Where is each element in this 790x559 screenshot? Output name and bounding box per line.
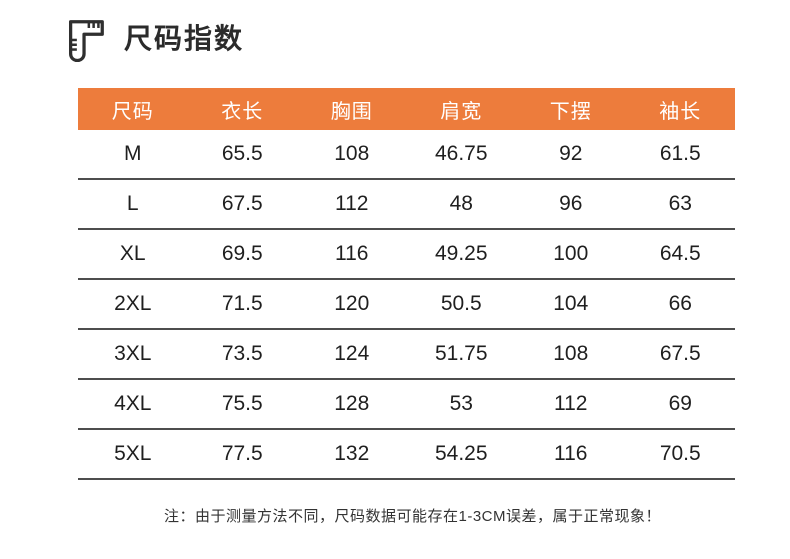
measurement-cell: 66 — [668, 292, 692, 315]
measurement-cell: 132 — [334, 442, 370, 465]
measurement-cell: 96 — [559, 192, 583, 215]
measurement-cell: 92 — [559, 142, 583, 165]
measurement-cell: 77.5 — [221, 442, 263, 465]
size-table: 尺码 衣长 胸围 肩宽 下摆 袖长 M 65.5 108 46.75 92 61.5 L 67.5 112… — [78, 88, 735, 480]
title-row: 尺码指数 — [62, 16, 244, 62]
size-cell: L — [126, 192, 139, 215]
measurement-cell: 120 — [334, 292, 370, 315]
measurement-cell: 116 — [554, 442, 588, 465]
ruler-icon — [68, 20, 104, 62]
measurement-cell: 108 — [334, 142, 370, 165]
measurement-cell: 112 — [554, 392, 588, 415]
page-title: 尺码指数 — [124, 23, 245, 54]
size-cell: 2XL — [114, 292, 152, 315]
measurement-cell: 124 — [334, 342, 370, 365]
measurement-cell: 50.5 — [440, 292, 482, 315]
measurement-cell: 70.5 — [659, 442, 701, 465]
column-header: 尺码 — [111, 100, 154, 123]
table-row: 5XL 77.5 132 54.25 116 70.5 — [78, 429, 735, 479]
size-cell: 4XL — [114, 392, 152, 415]
column-header: 下摆 — [549, 100, 592, 123]
measurement-cell: 128 — [334, 392, 370, 415]
measurement-cell: 46.75 — [434, 142, 488, 165]
table-row: 3XL 73.5 124 51.75 108 67.5 — [78, 329, 735, 379]
measurement-cell: 51.75 — [434, 342, 488, 365]
measurement-cell: 65.5 — [221, 142, 263, 165]
table-row: M 65.5 108 46.75 92 61.5 — [78, 130, 735, 179]
table-row: XL 69.5 116 49.25 100 64.5 — [78, 229, 735, 279]
measurement-cell: 64.5 — [659, 242, 701, 265]
measurement-cell: 67.5 — [659, 342, 701, 365]
table-row: 2XL 71.5 120 50.5 104 66 — [78, 279, 735, 329]
measurement-cell: 116 — [335, 242, 369, 265]
measurement-cell: 48 — [449, 192, 473, 215]
column-header: 衣长 — [221, 100, 264, 123]
table-row: 4XL 75.5 128 53 112 69 — [78, 379, 735, 429]
size-cell: M — [124, 142, 142, 165]
column-header: 胸围 — [330, 100, 373, 123]
measurement-cell: 69.5 — [221, 242, 263, 265]
size-cell: 5XL — [114, 442, 152, 465]
measurement-cell: 61.5 — [659, 142, 701, 165]
measurement-note: 注：由于测量方法不同，尺码数据可能存在1-3CM误差，属于正常现象！ — [164, 508, 662, 525]
measurement-cell: 54.25 — [434, 442, 488, 465]
measurement-cell: 100 — [553, 242, 589, 265]
measurement-cell: 112 — [335, 192, 369, 215]
measurement-cell: 108 — [553, 342, 589, 365]
measurement-cell: 53 — [449, 392, 473, 415]
measurement-cell: 67.5 — [221, 192, 263, 215]
table-row: L 67.5 112 48 96 63 — [78, 179, 735, 229]
measurement-cell: 73.5 — [221, 342, 263, 365]
size-cell: XL — [119, 242, 146, 265]
column-header: 袖长 — [659, 100, 702, 123]
size-table-head: 尺码 衣长 胸围 肩宽 下摆 袖长 — [78, 88, 735, 130]
size-cell: 3XL — [114, 342, 152, 365]
measurement-cell: 71.5 — [221, 292, 263, 315]
table-body: M 65.5 108 46.75 92 61.5 L 67.5 112 48 96 63 XL 69.5 1… — [78, 130, 735, 479]
measurement-cell: 63 — [668, 192, 692, 215]
column-header: 肩宽 — [440, 100, 483, 123]
measurement-cell: 69 — [668, 392, 692, 415]
table-header-row: 尺码 衣长 胸围 肩宽 下摆 袖长 — [78, 88, 735, 130]
measurement-cell: 75.5 — [221, 392, 263, 415]
measurement-cell: 49.25 — [434, 242, 488, 265]
measurement-cell: 104 — [553, 292, 589, 315]
